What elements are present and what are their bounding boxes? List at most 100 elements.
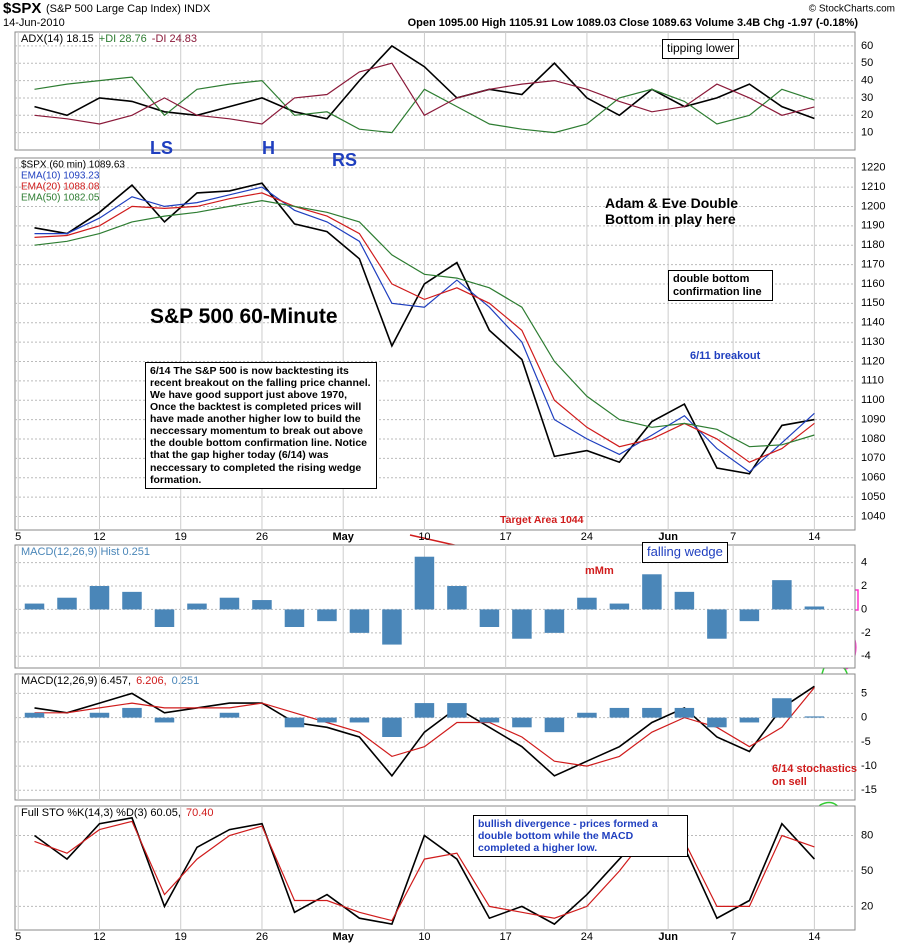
y-tick-label: -5 xyxy=(861,736,871,748)
x-tick-label: 24 xyxy=(581,931,593,943)
bar xyxy=(512,609,532,639)
bar xyxy=(154,717,175,723)
note-breakout: 6/11 breakout xyxy=(690,350,761,362)
y-tick-label: 1170 xyxy=(861,258,885,270)
series-line xyxy=(34,199,815,448)
bar xyxy=(154,609,175,627)
y-tick-label: 1140 xyxy=(861,317,885,329)
x-tick-label: Jun xyxy=(658,531,678,543)
y-tick-label: 1060 xyxy=(861,472,885,484)
legend-entry: 70.40 xyxy=(186,807,214,819)
bar xyxy=(414,703,435,718)
y-tick-label: 1220 xyxy=(861,162,885,174)
legend-entry: $SPX (60 min) 1089.63 xyxy=(21,160,125,171)
x-tick-label: 12 xyxy=(93,531,105,543)
legend-entry: EMA(50) 1082.05 xyxy=(21,193,100,204)
bar xyxy=(804,716,825,718)
bar xyxy=(89,586,110,610)
bar xyxy=(642,707,662,718)
bar xyxy=(772,580,792,610)
bar xyxy=(284,717,305,728)
credit: © StockCharts.com xyxy=(809,4,895,15)
bar xyxy=(674,707,695,718)
x-tick-label: 5 xyxy=(15,531,21,543)
panel-frame xyxy=(14,673,856,801)
x-tick-label: 19 xyxy=(175,931,187,943)
note-sell: 6/14 stochastics on sell xyxy=(772,763,857,788)
y-tick-label: 10 xyxy=(861,127,873,139)
bar xyxy=(252,600,272,610)
x-tick-label: 17 xyxy=(500,931,512,943)
y-tick-label: 30 xyxy=(861,92,873,104)
y-tick-label: 5 xyxy=(861,687,867,699)
bar xyxy=(382,717,402,737)
legend-entry: MACD(12,26,9) Hist 0.251 xyxy=(21,546,150,558)
series-line xyxy=(34,186,815,473)
y-tick-label: 1110 xyxy=(861,375,884,387)
y-tick-label: 1180 xyxy=(861,239,885,251)
x-tick-label: May xyxy=(332,531,354,543)
date: 14-Jun-2010 xyxy=(3,17,65,29)
bar xyxy=(24,603,45,610)
bar xyxy=(577,712,597,718)
bar xyxy=(479,717,500,723)
bar xyxy=(804,606,825,610)
bar xyxy=(447,703,467,718)
bar xyxy=(739,609,760,622)
y-tick-label: 1090 xyxy=(861,413,885,425)
bar xyxy=(512,717,532,728)
legend-entry: +DI 28.76 xyxy=(99,33,147,45)
series-line xyxy=(34,182,815,475)
y-tick-label: 1200 xyxy=(861,200,885,212)
bar xyxy=(219,712,240,718)
bar xyxy=(609,707,630,718)
x-tick-label: 19 xyxy=(175,531,187,543)
x-tick-label: 17 xyxy=(500,531,512,543)
x-tick-label: 7 xyxy=(730,531,736,543)
note-adam: Adam & Eve Double Bottom in play here xyxy=(605,195,739,228)
y-tick-label: 1050 xyxy=(861,491,885,503)
y-tick-label: 40 xyxy=(861,74,873,86)
y-tick-label: -4 xyxy=(861,650,871,662)
note-divergence: bullish divergence - prices formed a dou… xyxy=(473,815,688,858)
x-tick-label: 14 xyxy=(808,531,820,543)
x-tick-label: 10 xyxy=(418,931,430,943)
bar xyxy=(349,717,370,723)
note-wedge: falling wedge xyxy=(642,542,728,563)
bar xyxy=(479,609,500,627)
y-tick-label: 1040 xyxy=(861,510,885,522)
bar xyxy=(57,597,77,610)
note-rs: RS xyxy=(332,150,358,170)
bar xyxy=(89,712,110,718)
x-tick-label: 14 xyxy=(808,931,820,943)
bar xyxy=(122,591,142,610)
note-mmm: mMm xyxy=(585,565,614,577)
y-tick-label: 1150 xyxy=(861,297,885,309)
bar xyxy=(772,698,792,718)
bar xyxy=(122,707,142,718)
note-tipping: tipping lower xyxy=(662,39,740,59)
bar xyxy=(674,591,695,610)
bar xyxy=(609,603,630,610)
y-tick-label: 50 xyxy=(861,57,873,69)
note-ls: LS xyxy=(150,138,174,158)
series-line xyxy=(34,76,815,134)
x-tick-label: 12 xyxy=(93,931,105,943)
bar xyxy=(284,609,305,627)
x-tick-label: 26 xyxy=(256,531,268,543)
y-tick-label: 1070 xyxy=(861,452,885,464)
x-tick-label: 7 xyxy=(730,931,736,943)
y-tick-label: 1100 xyxy=(861,394,885,406)
y-tick-label: 1160 xyxy=(861,278,885,290)
bar xyxy=(707,609,727,639)
x-tick-label: 26 xyxy=(256,931,268,943)
bar xyxy=(317,717,337,723)
x-tick-label: 24 xyxy=(581,531,593,543)
bar xyxy=(739,717,760,723)
bar xyxy=(544,609,565,633)
y-tick-label: 0 xyxy=(861,712,867,724)
bar xyxy=(642,574,662,610)
index-name: (S&P 500 Large Cap Index) INDX xyxy=(46,3,211,15)
y-tick-label: 0 xyxy=(861,603,867,615)
y-tick-label: -10 xyxy=(861,760,877,772)
